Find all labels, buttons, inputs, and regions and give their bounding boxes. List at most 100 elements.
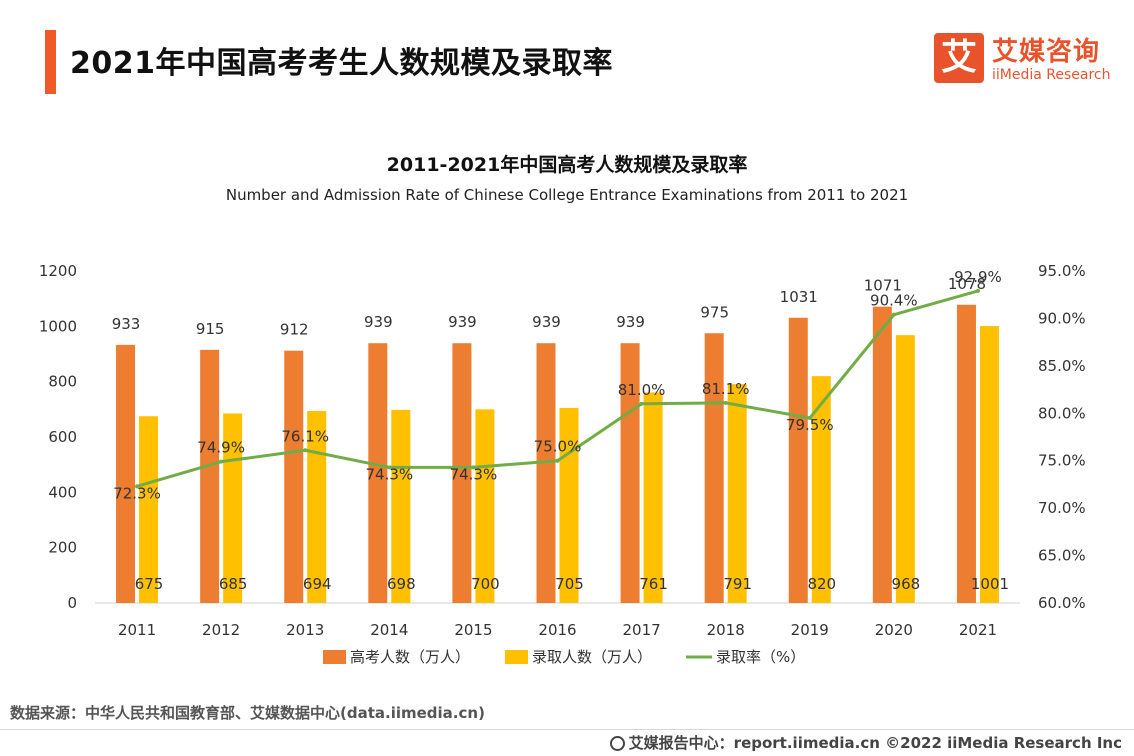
x-tick-label: 2017: [622, 621, 660, 639]
logo-mark: 艾: [934, 33, 984, 83]
data-source: 数据来源：中华人民共和国教育部、艾媒数据中心(data.iimedia.cn): [10, 704, 485, 722]
logo-chinese-text: 艾媒咨询: [992, 37, 1101, 67]
globe-icon: [609, 736, 625, 751]
bar-admitted: [391, 409, 411, 603]
legend-label-exam-takers: 高考人数（万人）: [350, 648, 470, 666]
y-right-tick-label: 60.0%: [1038, 594, 1086, 612]
admission-rate-point: [387, 465, 392, 470]
x-tick-label: 2016: [538, 621, 576, 639]
bar-admitted-label: 761: [639, 575, 668, 593]
x-tick-label: 2012: [202, 621, 240, 639]
admission-rate-label: 79.5%: [786, 416, 834, 434]
bar-exam-takers: [956, 304, 976, 603]
page-title: 2021年中国高考考生人数规模及录取率: [70, 46, 613, 81]
x-tick-label: 2018: [707, 621, 745, 639]
admission-rate-point: [807, 416, 812, 421]
footer-text: 艾媒报告中心：report.iimedia.cn ©2022 iiMedia R…: [628, 734, 1122, 752]
bar-exam-takers-label: 939: [532, 313, 561, 331]
bar-admitted: [307, 410, 327, 603]
bar-exam-takers: [116, 344, 136, 603]
bar-admitted-label: 1001: [971, 575, 1009, 593]
logo-english-text: iiMedia Research: [992, 67, 1111, 83]
x-tick-label: 2013: [286, 621, 324, 639]
bar-exam-takers: [284, 350, 304, 603]
bar-admitted-label: 820: [807, 575, 836, 593]
y-right-tick-label: 90.0%: [1038, 309, 1086, 327]
admission-rate-label: 74.3%: [450, 465, 498, 483]
footer-divider: [0, 729, 1134, 730]
bar-admitted: [643, 392, 663, 603]
bar-admitted: [727, 384, 747, 603]
title-accent-bar: [45, 30, 56, 94]
legend-label-admission-rate: 录取率（%）: [716, 648, 805, 666]
admission-rate-point: [639, 401, 644, 406]
x-tick-label: 2020: [875, 621, 913, 639]
bar-exam-takers-label: 939: [448, 313, 477, 331]
admission-rate-label: 76.1%: [281, 427, 329, 445]
admission-rate-label: 75.0%: [534, 438, 582, 456]
admission-rate-point: [303, 448, 308, 453]
bar-admitted-label: 791: [723, 575, 752, 593]
bar-admitted: [475, 409, 495, 603]
admission-rate-point: [891, 312, 896, 317]
admission-rate-point: [723, 400, 728, 405]
footer-credit: 艾媒报告中心：report.iimedia.cn ©2022 iiMedia R…: [609, 732, 1122, 753]
admission-rate-label: 74.3%: [365, 465, 413, 483]
x-tick-label: 2021: [959, 621, 997, 639]
y-right-tick-label: 65.0%: [1038, 547, 1086, 565]
legend-label-admitted: 录取人数（万人）: [532, 648, 652, 666]
y-right-tick-label: 85.0%: [1038, 357, 1086, 375]
chart-title: 2011-2021年中国高考人数规模及录取率: [386, 154, 748, 176]
y-left-tick-label: 0: [67, 594, 77, 612]
bar-exam-takers-label: 915: [196, 320, 225, 338]
bar-exam-takers: [452, 343, 472, 603]
y-left-tick-label: 1000: [39, 317, 77, 335]
y-left-tick-label: 200: [48, 539, 77, 557]
y-right-tick-label: 80.0%: [1038, 404, 1086, 422]
x-tick-label: 2011: [118, 621, 156, 639]
bar-admitted-label: 968: [892, 575, 921, 593]
bar-exam-takers-label: 1071: [864, 277, 902, 295]
bar-exam-takers-label: 975: [700, 303, 729, 321]
admission-rate-label: 72.3%: [113, 484, 161, 502]
bar-admitted: [979, 326, 999, 603]
bar-exam-takers: [536, 343, 556, 603]
admission-rate-label: 81.1%: [702, 380, 750, 398]
bar-admitted-label: 694: [303, 575, 332, 593]
y-left-tick-label: 600: [48, 428, 77, 446]
y-right-tick-label: 95.0%: [1038, 262, 1086, 280]
chart-subtitle: Number and Admission Rate of Chinese Col…: [225, 186, 909, 204]
admission-rate-point: [471, 465, 476, 470]
legend-swatch-exam-takers: [323, 650, 346, 664]
admission-rate-label: 81.0%: [618, 381, 666, 399]
bar-exam-takers: [704, 333, 724, 603]
y-left-tick-label: 800: [48, 373, 77, 391]
x-tick-label: 2019: [791, 621, 829, 639]
admission-rate-point: [555, 458, 560, 463]
bar-admitted-label: 705: [555, 575, 584, 593]
admission-rate-point: [975, 288, 980, 293]
admission-rate-label: 92.9%: [954, 268, 1002, 286]
y-right-tick-label: 70.0%: [1038, 499, 1086, 517]
x-tick-label: 2015: [454, 621, 492, 639]
bar-exam-takers: [368, 343, 388, 603]
bar-admitted-label: 700: [471, 575, 500, 593]
bar-admitted: [139, 416, 159, 603]
admission-rate-label: 90.4%: [870, 292, 918, 310]
bar-exam-takers-label: 1078: [948, 275, 986, 293]
bar-admitted-label: 698: [387, 575, 416, 593]
bar-admitted: [811, 376, 831, 603]
bar-exam-takers-label: 912: [280, 321, 309, 339]
y-right-tick-label: 75.0%: [1038, 452, 1086, 470]
bar-exam-takers-label: 939: [364, 313, 393, 331]
legend-swatch-admitted: [505, 650, 528, 664]
bar-admitted-label: 685: [219, 575, 248, 593]
admission-rate-point: [219, 459, 224, 464]
bar-exam-takers: [200, 349, 220, 603]
y-left-tick-label: 1200: [39, 262, 77, 280]
bar-exam-takers-label: 1031: [780, 288, 818, 306]
bar-exam-takers: [788, 317, 808, 603]
bar-admitted: [895, 335, 915, 603]
iimedia-logo: 艾 艾媒咨询 iiMedia Research: [934, 33, 1124, 89]
admission-rate-label: 74.9%: [197, 439, 245, 457]
